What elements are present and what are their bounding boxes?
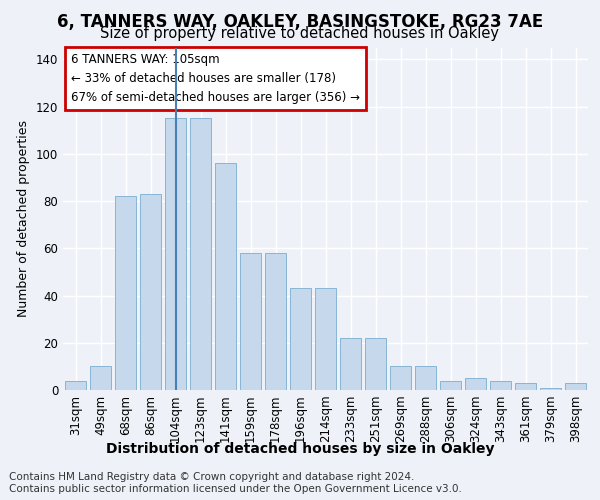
Bar [340,338,361,390]
Bar [440,380,461,390]
Bar [365,338,386,390]
Bar [390,366,411,390]
Bar [490,380,511,390]
Bar [290,288,311,390]
Text: Size of property relative to detached houses in Oakley: Size of property relative to detached ho… [101,26,499,41]
Bar [115,196,136,390]
Bar [265,253,286,390]
Text: 6, TANNERS WAY, OAKLEY, BASINGSTOKE, RG23 7AE: 6, TANNERS WAY, OAKLEY, BASINGSTOKE, RG2… [57,12,543,30]
Bar [215,163,236,390]
Y-axis label: Number of detached properties: Number of detached properties [17,120,30,318]
Bar [240,253,261,390]
Text: 6 TANNERS WAY: 105sqm
← 33% of detached houses are smaller (178)
67% of semi-det: 6 TANNERS WAY: 105sqm ← 33% of detached … [71,52,360,104]
Bar [415,366,436,390]
Bar [540,388,561,390]
Text: Contains public sector information licensed under the Open Government Licence v3: Contains public sector information licen… [9,484,462,494]
Bar [465,378,486,390]
Bar [140,194,161,390]
Bar [165,118,186,390]
Bar [515,383,536,390]
Text: Contains HM Land Registry data © Crown copyright and database right 2024.: Contains HM Land Registry data © Crown c… [9,472,415,482]
Text: Distribution of detached houses by size in Oakley: Distribution of detached houses by size … [106,442,494,456]
Bar [65,380,86,390]
Bar [190,118,211,390]
Bar [565,383,586,390]
Bar [315,288,336,390]
Bar [90,366,111,390]
